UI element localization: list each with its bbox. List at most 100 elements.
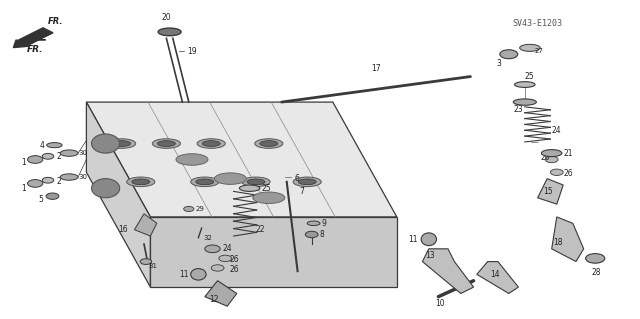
- Text: 13: 13: [425, 251, 435, 260]
- Circle shape: [184, 206, 194, 211]
- Circle shape: [46, 193, 59, 199]
- Text: 29: 29: [195, 206, 204, 212]
- Text: 1: 1: [21, 184, 26, 193]
- Text: 20: 20: [161, 13, 172, 22]
- Ellipse shape: [260, 141, 278, 146]
- FancyArrow shape: [13, 28, 53, 48]
- Ellipse shape: [127, 177, 155, 187]
- Text: 4: 4: [40, 141, 45, 150]
- Text: 26: 26: [541, 153, 550, 162]
- Ellipse shape: [196, 179, 214, 185]
- Text: 25: 25: [525, 72, 534, 81]
- Text: 23: 23: [514, 105, 524, 114]
- Text: 11: 11: [179, 270, 189, 279]
- Text: 28: 28: [592, 268, 601, 277]
- Text: 1: 1: [21, 158, 26, 167]
- Text: SV43-E1203: SV43-E1203: [512, 19, 562, 28]
- Text: 3: 3: [496, 59, 501, 68]
- Text: 12: 12: [210, 295, 219, 304]
- Polygon shape: [150, 217, 397, 287]
- Text: 31: 31: [148, 263, 157, 269]
- Ellipse shape: [152, 139, 180, 148]
- Ellipse shape: [157, 141, 175, 146]
- Polygon shape: [477, 262, 518, 293]
- Ellipse shape: [191, 177, 219, 187]
- Ellipse shape: [239, 185, 260, 191]
- Text: 25: 25: [261, 184, 271, 193]
- Ellipse shape: [197, 139, 225, 148]
- Circle shape: [205, 245, 220, 253]
- Circle shape: [500, 50, 518, 59]
- Text: 11: 11: [408, 235, 418, 244]
- Ellipse shape: [191, 269, 206, 280]
- Text: 2: 2: [56, 152, 61, 161]
- Circle shape: [586, 254, 605, 263]
- Text: 27: 27: [534, 48, 543, 54]
- Text: 30: 30: [79, 150, 88, 156]
- Circle shape: [140, 259, 152, 264]
- Polygon shape: [538, 179, 563, 204]
- Circle shape: [550, 169, 563, 175]
- Polygon shape: [86, 102, 397, 217]
- Text: 26: 26: [563, 169, 573, 178]
- Circle shape: [211, 265, 224, 271]
- Text: 26: 26: [229, 265, 239, 274]
- Text: 6: 6: [294, 174, 300, 183]
- Text: 8: 8: [320, 230, 324, 239]
- Circle shape: [28, 180, 43, 187]
- Ellipse shape: [108, 139, 136, 148]
- Text: FR.: FR.: [27, 45, 44, 54]
- Text: FR.: FR.: [48, 17, 63, 26]
- Ellipse shape: [158, 28, 181, 36]
- Text: 21: 21: [563, 149, 573, 158]
- Ellipse shape: [520, 44, 540, 51]
- Ellipse shape: [132, 179, 150, 185]
- Text: 15: 15: [543, 187, 553, 196]
- Circle shape: [219, 255, 232, 262]
- Text: 5: 5: [38, 195, 44, 204]
- Ellipse shape: [293, 177, 321, 187]
- Circle shape: [305, 231, 318, 238]
- Circle shape: [42, 177, 54, 183]
- Text: 9: 9: [322, 219, 327, 228]
- Ellipse shape: [255, 139, 283, 148]
- Ellipse shape: [214, 173, 246, 184]
- Text: 24: 24: [552, 126, 561, 135]
- Polygon shape: [422, 249, 474, 293]
- Polygon shape: [552, 217, 584, 262]
- Text: 30: 30: [79, 174, 88, 180]
- Text: 18: 18: [554, 238, 563, 247]
- Ellipse shape: [421, 233, 436, 246]
- Circle shape: [545, 156, 558, 163]
- Text: 22: 22: [256, 225, 266, 234]
- Ellipse shape: [60, 174, 78, 180]
- Text: 17: 17: [371, 64, 381, 73]
- Ellipse shape: [202, 141, 220, 146]
- Ellipse shape: [298, 179, 316, 185]
- Text: 10: 10: [435, 299, 445, 308]
- Text: 16: 16: [118, 225, 128, 234]
- Ellipse shape: [247, 179, 265, 185]
- Text: 7: 7: [300, 187, 305, 196]
- Ellipse shape: [60, 150, 78, 156]
- Ellipse shape: [513, 99, 536, 105]
- Ellipse shape: [541, 150, 562, 157]
- Ellipse shape: [515, 82, 535, 87]
- Text: 2: 2: [56, 177, 61, 186]
- Polygon shape: [134, 214, 157, 236]
- Polygon shape: [86, 102, 150, 287]
- Text: 26: 26: [229, 256, 239, 264]
- Ellipse shape: [92, 134, 120, 153]
- Text: 32: 32: [204, 235, 212, 241]
- Text: 14: 14: [490, 270, 500, 279]
- Ellipse shape: [92, 179, 120, 198]
- Ellipse shape: [47, 143, 62, 148]
- Text: 19: 19: [188, 47, 197, 56]
- Circle shape: [42, 153, 54, 159]
- Polygon shape: [205, 281, 237, 306]
- Ellipse shape: [307, 221, 320, 226]
- Text: 24: 24: [222, 244, 232, 253]
- Ellipse shape: [253, 192, 285, 204]
- Ellipse shape: [242, 177, 270, 187]
- Ellipse shape: [113, 141, 131, 146]
